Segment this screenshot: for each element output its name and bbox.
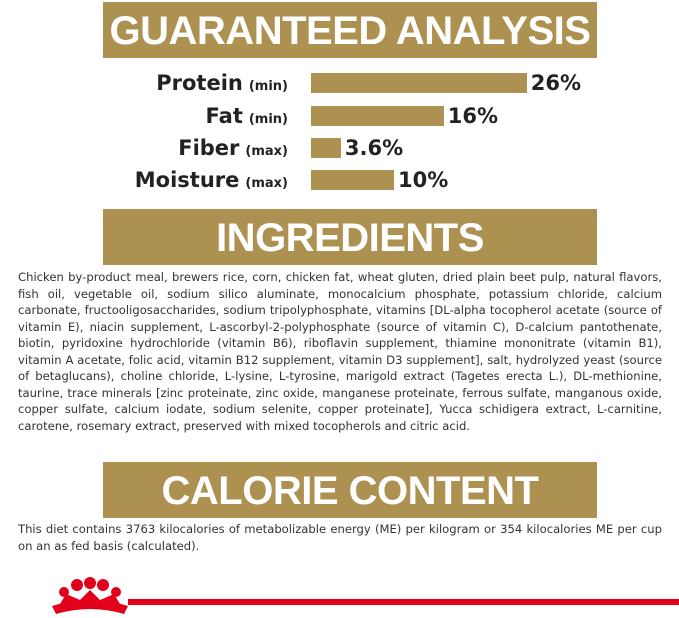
section-banner: GUARANTEED ANALYSIS — [103, 2, 597, 58]
red-rule — [128, 599, 679, 605]
analysis-row: Moisture (max) 10% — [0, 167, 679, 193]
value-label: 16% — [447, 104, 499, 128]
analysis-row: Fat (min) 16% — [0, 103, 679, 129]
nutrient-name: Moisture — [134, 168, 240, 192]
footer-logo — [52, 577, 679, 614]
nutrient-label: Moisture (max) — [135, 167, 288, 197]
analysis-row: Fiber (max) 3.6% — [0, 135, 679, 161]
nutrient-qualifier: (min) — [248, 112, 288, 127]
nutrient-name: Fat — [205, 104, 243, 128]
value-label: 3.6% — [344, 136, 404, 160]
calorie-text: This diet contains 3763 kilocalories of … — [18, 522, 662, 553]
section-banner: INGREDIENTS — [103, 209, 597, 265]
bar — [311, 138, 341, 158]
section-banner: CALORIE CONTENT — [103, 462, 597, 518]
nutrient-label: Fiber (max) — [178, 135, 288, 165]
value-label: 26% — [530, 71, 582, 95]
crown-logo — [52, 577, 128, 614]
nutrient-qualifier: (max) — [245, 176, 288, 191]
nutrient-qualifier: (min) — [248, 79, 288, 94]
bar — [311, 106, 444, 126]
bar — [311, 73, 527, 93]
nutrient-label: Protein (min) — [156, 70, 288, 100]
nutrient-qualifier: (max) — [245, 144, 288, 159]
value-label: 10% — [398, 168, 449, 192]
bar — [311, 170, 394, 190]
nutrient-name: Fiber — [178, 136, 240, 160]
nutrient-label: Fat (min) — [206, 103, 288, 133]
analysis-row: Protein (min) 26% — [0, 70, 679, 96]
nutrient-name: Protein — [156, 71, 243, 95]
ingredients-text: Chicken by-product meal, brewers rice, c… — [18, 270, 662, 433]
